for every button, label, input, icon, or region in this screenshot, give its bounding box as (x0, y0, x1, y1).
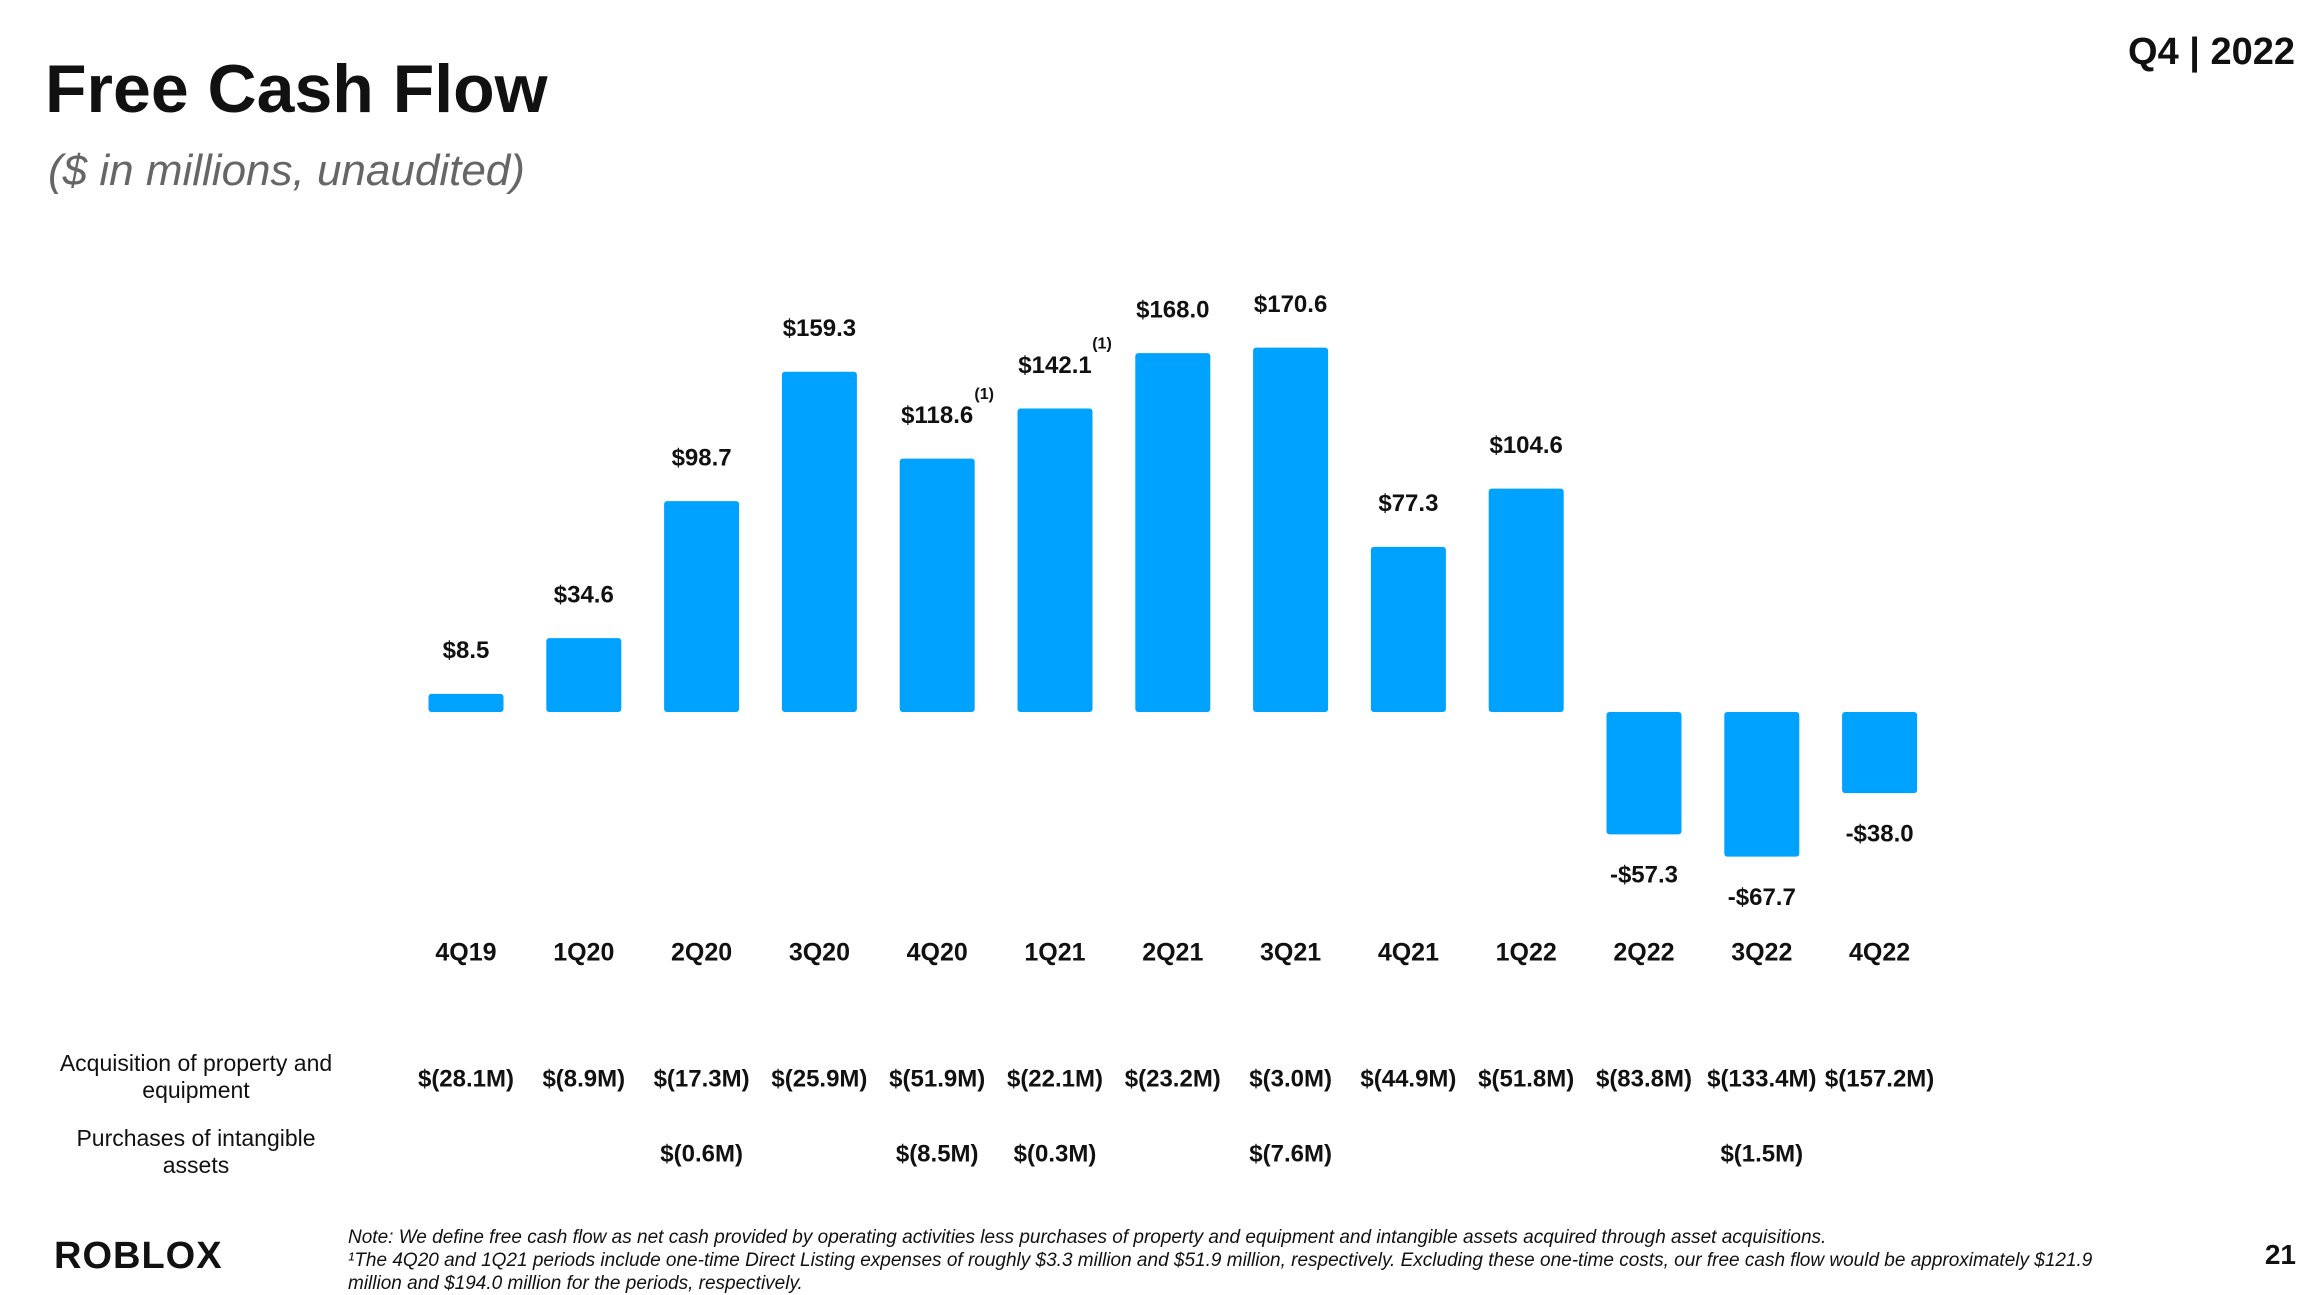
bar (781, 371, 857, 712)
row-label: Purchases of intangible assets (76, 1125, 316, 1178)
value-label: $118.6 (901, 402, 973, 429)
value-label: $168.0 (1136, 296, 1209, 323)
notes: Note: We define free cash flow as net ca… (348, 1226, 2128, 1295)
bar (1135, 353, 1211, 712)
bar (1724, 712, 1800, 857)
value-label: $104.6 (1489, 432, 1562, 459)
row-value: $(133.4M) (1707, 1065, 1816, 1092)
x-tick-label: 1Q21 (1024, 939, 1085, 967)
row-value: $(83.8M) (1596, 1065, 1692, 1092)
x-tick-label: 4Q19 (435, 939, 496, 967)
value-label: $142.1 (1018, 352, 1091, 379)
value-label: -$67.7 (1728, 884, 1796, 911)
x-tick-label: 4Q20 (907, 939, 968, 967)
bar (1017, 408, 1093, 712)
row-value: $(8.5M) (896, 1140, 979, 1167)
footnote: ¹The 4Q20 and 1Q21 periods include one-t… (348, 1250, 2093, 1294)
x-tick-label: 4Q21 (1378, 939, 1439, 967)
row-value: $(8.9M) (542, 1065, 625, 1092)
row-value: $(25.9M) (771, 1065, 867, 1092)
x-tick-label: 3Q21 (1260, 939, 1321, 967)
row-value: $(22.1M) (1007, 1065, 1103, 1092)
row-value: $(0.3M) (1014, 1140, 1097, 1167)
value-label: $170.6 (1254, 291, 1327, 318)
value-label: $34.6 (554, 581, 614, 608)
row-value: $(0.6M) (660, 1140, 743, 1167)
title: Free Cash Flow (45, 51, 549, 127)
value-label: -$38.0 (1846, 821, 1914, 848)
bar (428, 693, 504, 712)
footnote-marker: (1) (974, 386, 994, 403)
x-tick-label: 3Q20 (789, 939, 850, 967)
bar (664, 501, 740, 712)
value-label: -$57.3 (1610, 862, 1678, 889)
x-tick-label: 1Q20 (553, 939, 614, 967)
row-value: $(23.2M) (1125, 1065, 1221, 1092)
subtitle: ($ in millions, unaudited) (48, 146, 525, 195)
footnote-marker: (1) (1092, 336, 1112, 353)
bar (1842, 712, 1918, 794)
row-value: $(157.2M) (1825, 1065, 1934, 1092)
row-value: $(3.0M) (1249, 1065, 1332, 1092)
row-value: $(1.5M) (1720, 1140, 1803, 1167)
x-tick-label: 3Q22 (1731, 939, 1792, 967)
row-value: $(28.1M) (418, 1065, 514, 1092)
row-value: $(7.6M) (1249, 1140, 1332, 1167)
note: Note: We define free cash flow as net ca… (348, 1227, 1827, 1248)
bar (1488, 488, 1564, 712)
value-label: $8.5 (443, 637, 490, 664)
row-value: $(51.8M) (1478, 1065, 1574, 1092)
bar (1370, 546, 1446, 712)
x-tick-label: 1Q22 (1496, 939, 1557, 967)
x-tick-label: 2Q22 (1613, 939, 1674, 967)
bar (1606, 712, 1682, 835)
page-number: 21 (2265, 1239, 2296, 1270)
row-value: $(17.3M) (654, 1065, 750, 1092)
period: Q4 | 2022 (2128, 31, 2295, 73)
x-tick-label: 4Q22 (1849, 939, 1910, 967)
bar (899, 458, 975, 712)
x-tick-label: 2Q20 (671, 939, 732, 967)
row-label: Acquisition of property and equipment (59, 1050, 333, 1103)
value-label: $77.3 (1378, 490, 1438, 517)
value-label: $98.7 (672, 445, 732, 472)
row-value: $(51.9M) (889, 1065, 985, 1092)
x-tick-label: 2Q21 (1142, 939, 1203, 967)
value-label: $159.3 (783, 315, 856, 342)
logo: ROBLOX (54, 1235, 223, 1277)
bar (1253, 347, 1329, 712)
bar (546, 638, 622, 712)
row-value: $(44.9M) (1360, 1065, 1456, 1092)
